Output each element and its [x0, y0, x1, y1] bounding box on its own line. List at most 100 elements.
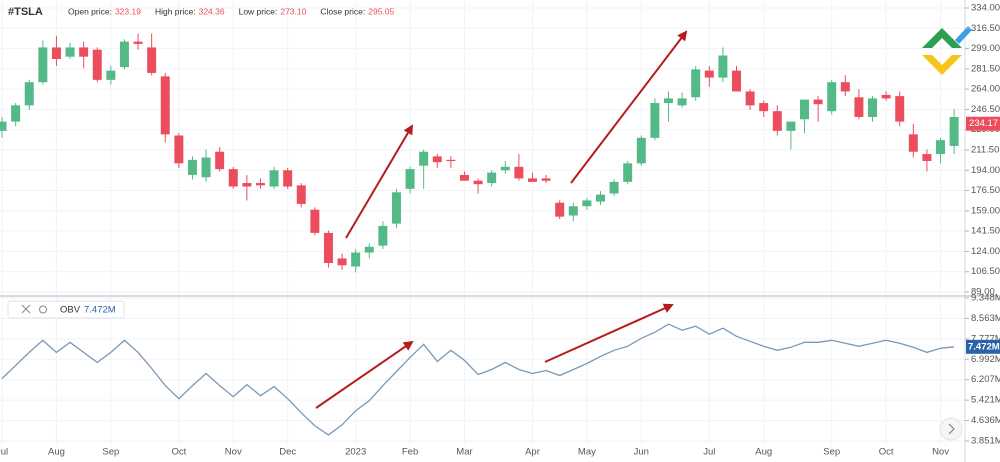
candle-body [582, 200, 592, 207]
candle-body [786, 121, 796, 131]
scroll-button[interactable] [939, 417, 963, 441]
y-tick-label: 124.00 [971, 246, 1000, 257]
candle-body [840, 82, 850, 92]
candle-body [106, 70, 116, 80]
info-label: Open price: [68, 6, 112, 16]
info-label: Close price: [320, 6, 365, 16]
candle-body [446, 159, 456, 162]
candle-body [473, 180, 483, 185]
trend-arrows [315, 30, 688, 409]
candle-body [881, 94, 891, 99]
y-tick-label: 211.50 [971, 145, 999, 156]
info-value: 295.05 [368, 6, 394, 16]
candle-body [772, 111, 782, 131]
info-value: 273.10 [280, 6, 306, 16]
x-tick-label: Aug [755, 447, 772, 458]
candle-body [827, 82, 837, 112]
candle-body [242, 183, 252, 187]
x-tick-label: Feb [402, 447, 418, 458]
y-tick-label: 194.00 [971, 165, 1000, 176]
candle-body [704, 70, 714, 78]
candle-body [337, 258, 347, 266]
candle-body [636, 137, 646, 164]
x-tick-label: Apr [525, 447, 540, 458]
candle-body [813, 99, 823, 105]
candle-body [759, 103, 769, 112]
settings-icon[interactable] [39, 305, 47, 314]
y-tick-label: 316.50 [971, 23, 1000, 34]
x-tick-label: Aug [48, 447, 65, 458]
x-tick-label: Jul [703, 447, 715, 458]
y-tick-label: 106.50 [971, 266, 1000, 277]
y-tick-label: 7.777M [971, 333, 1000, 344]
y-tick-label: 141.50 [971, 226, 1000, 237]
candle-body [187, 159, 197, 175]
candle-body [351, 252, 361, 267]
candle-body [500, 166, 510, 171]
candle-body [160, 76, 170, 135]
ohlc-info: Open price: 323.19 High price: 324.36 Low pr… [68, 6, 395, 16]
candle-body [92, 49, 102, 80]
last-price-box [966, 116, 1000, 131]
candle-body [228, 169, 238, 187]
candle-body [323, 232, 333, 264]
candle-body [691, 69, 701, 98]
close-icon[interactable] [21, 304, 31, 314]
candle-body [922, 154, 932, 162]
legend-box [7, 300, 125, 319]
obv-legend: OBV 7.472M [7, 300, 125, 319]
y-tick-label: 3.851M [971, 436, 1000, 447]
candle-body [296, 185, 306, 204]
x-tick-label: Jun [634, 447, 649, 458]
x-tick-label: Jul [0, 447, 8, 458]
candle-body [391, 192, 401, 224]
candle-body [38, 47, 48, 83]
candle-body [800, 99, 809, 120]
candle-body [215, 151, 225, 170]
y-tick-label: 5.421M [971, 395, 1000, 406]
x-tick-label: Oct [879, 447, 894, 458]
y-tick-label: 176.50 [971, 185, 1000, 196]
y-tick-label: 264.00 [971, 84, 1000, 95]
candle-body [147, 47, 157, 73]
candle-body [623, 163, 633, 182]
legend-name: OBV [60, 305, 81, 316]
candle-body [79, 47, 89, 57]
candle-body [854, 97, 864, 117]
arrow [544, 303, 674, 363]
candle-body [51, 47, 61, 60]
info-label: High price: [155, 6, 196, 16]
candle-body [378, 225, 388, 246]
x-tick-label: 2023 [345, 447, 366, 458]
x-tick-label: Nov [225, 447, 242, 458]
legend-value: 7.472M [84, 305, 116, 316]
x-tick-label: Sep [102, 447, 119, 458]
y-tick-label: 246.50 [971, 104, 1000, 115]
grid [0, 0, 965, 445]
y-tick-label: 334.00 [971, 3, 1000, 14]
y-tick-label: 8.563M [971, 313, 1000, 324]
header: #TSLA Open price: 323.19 High price: 324.36… [8, 6, 395, 18]
candle-body [133, 41, 143, 44]
x-tick-label: Mar [456, 447, 472, 458]
y-tick-label: 6.207M [971, 374, 1000, 385]
candle-body [908, 134, 918, 152]
candle-body [201, 157, 211, 178]
info-label: Low price: [239, 6, 278, 16]
candle-body [65, 47, 75, 57]
arrow [570, 30, 688, 184]
marks [0, 33, 959, 436]
y-tick-label: 6.992M [971, 354, 1000, 365]
candle-body [310, 209, 320, 233]
info-value: 323.19 [115, 6, 141, 16]
last-price-label: 234.17 [969, 118, 998, 129]
candle-body [745, 91, 755, 106]
last-value-box [966, 339, 1000, 354]
y-tick-label: 9.348M [971, 293, 1000, 304]
candle-body [119, 41, 129, 68]
last-value-label: 7.472M [968, 341, 1000, 352]
candle-body [0, 121, 7, 131]
y-tick-label: 159.00 [971, 205, 1000, 216]
